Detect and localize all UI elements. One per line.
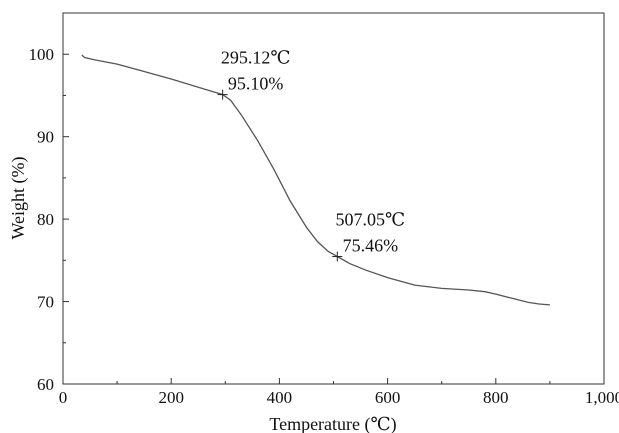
x-tick-label: 600 <box>375 388 401 407</box>
y-axis-label: Weight (%) <box>8 156 29 239</box>
x-tick-label: 200 <box>158 388 184 407</box>
x-tick-label: 1,000 <box>585 388 619 407</box>
y-axis-ticks: 60 70 80 90 100 <box>29 12 69 394</box>
annotation-temperature: 295.12℃ <box>221 48 291 68</box>
x-tick-label: 0 <box>59 388 68 407</box>
annotation-temperature: 507.05℃ <box>335 210 405 230</box>
y-tick-label: 70 <box>37 293 54 312</box>
x-axis-ticks: 0 200 400 600 800 1,000 <box>59 378 619 407</box>
y-tick-label: 60 <box>37 375 54 394</box>
y-tick-label: 90 <box>37 128 54 147</box>
weight-curve <box>81 54 550 306</box>
x-tick-label: 800 <box>483 388 509 407</box>
y-tick-label: 80 <box>37 210 54 229</box>
annotation-markers: 295.12℃ 95.10% 507.05℃ 75.46% <box>217 48 405 262</box>
x-tick-label: 400 <box>267 388 293 407</box>
x-axis-label: Temperature (℃) <box>269 414 396 433</box>
plot-frame <box>62 12 605 385</box>
annotation-weight: 95.10% <box>228 74 284 94</box>
y-tick-label: 100 <box>29 45 55 64</box>
annotation-weight: 75.46% <box>343 236 399 256</box>
